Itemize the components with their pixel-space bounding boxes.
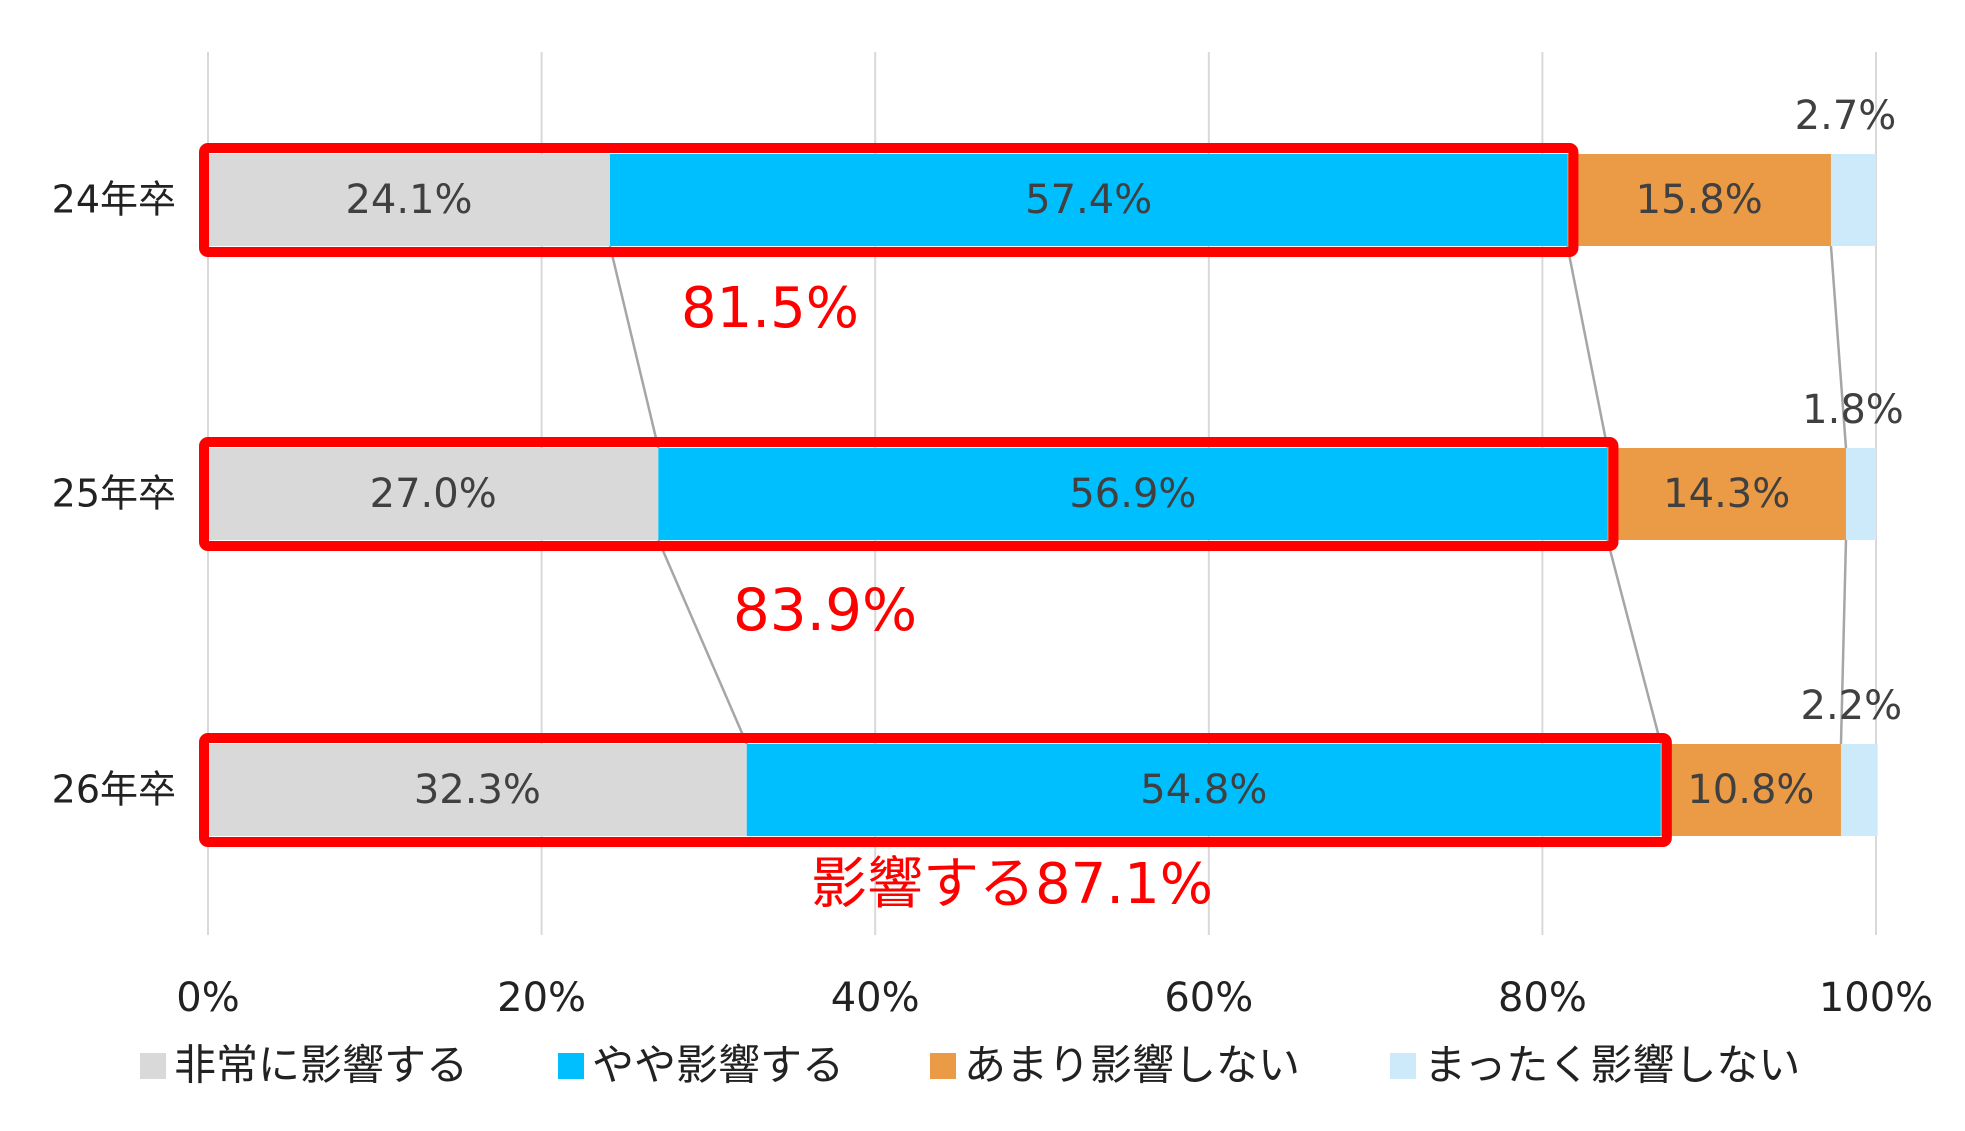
bar-segment xyxy=(208,744,747,836)
bar-segment xyxy=(1840,744,1878,836)
data-label: 32.3% xyxy=(414,767,541,813)
legend-swatch xyxy=(558,1053,584,1079)
x-tick-label: 0% xyxy=(176,975,239,1021)
x-tick-label: 100% xyxy=(1819,975,1933,1021)
series-connector-lines xyxy=(608,245,1848,745)
connector-line xyxy=(1606,539,1663,745)
bar-segment xyxy=(208,448,659,540)
legend-swatch xyxy=(930,1053,956,1079)
bar-segment xyxy=(208,154,610,246)
bars xyxy=(208,154,1878,836)
bar-segment xyxy=(746,744,1661,836)
bar-segment xyxy=(1845,448,1876,540)
bar-segment xyxy=(1660,744,1841,836)
legend-label: まったく影響しない xyxy=(1424,1041,1800,1090)
data-label: 15.8% xyxy=(1636,177,1763,223)
highlight-box xyxy=(199,733,1672,847)
highlight-total-labels: 81.5% 83.9% 影響する87.1% xyxy=(681,276,1213,917)
x-tick-label: 60% xyxy=(1164,975,1253,1021)
data-label: 2.7% xyxy=(1795,93,1897,139)
highlight-total-label: 81.5% xyxy=(681,276,859,341)
data-label: 56.9% xyxy=(1069,471,1196,517)
data-label: 1.8% xyxy=(1802,387,1904,433)
data-label: 24.1% xyxy=(345,177,472,223)
connector-line xyxy=(608,245,660,449)
highlight-total-label: 影響する87.1% xyxy=(811,852,1213,917)
legend-swatch xyxy=(140,1053,166,1079)
category-label: 25年卒 xyxy=(52,472,176,516)
bar-segment xyxy=(1607,448,1846,540)
x-tick-label: 40% xyxy=(831,975,920,1021)
data-label: 2.2% xyxy=(1801,683,1903,729)
highlight-box xyxy=(199,437,1619,551)
data-label: 57.4% xyxy=(1025,177,1152,223)
data-label: 14.3% xyxy=(1663,471,1790,517)
bar-segment xyxy=(609,154,1568,246)
bar-segment xyxy=(1830,154,1876,246)
category-labels: 24年卒 25年卒 26年卒 xyxy=(52,178,176,812)
category-label: 24年卒 xyxy=(52,178,176,222)
legend: 非常に影響する やや影響する あまり影響しない まったく影響しない xyxy=(140,1041,1800,1090)
connector-line xyxy=(1839,539,1848,745)
legend-label: 非常に影響する xyxy=(174,1041,468,1090)
connector-line xyxy=(1829,245,1848,449)
connector-line xyxy=(657,539,748,745)
data-labels: 24.1% 57.4% 15.8% 2.7% 27.0% 56.9% 14.3% 1.8% 32… xyxy=(345,93,1903,813)
data-label: 54.8% xyxy=(1140,767,1267,813)
legend-swatch xyxy=(1390,1053,1416,1079)
bar-segment xyxy=(1567,154,1831,246)
category-label: 26年卒 xyxy=(52,768,176,812)
bar-segment xyxy=(658,448,1608,540)
legend-label: あまり影響しない xyxy=(964,1041,1300,1090)
highlight-boxes xyxy=(199,143,1672,847)
data-label: 10.8% xyxy=(1687,767,1814,813)
highlight-box xyxy=(199,143,1579,257)
legend-label: やや影響する xyxy=(592,1041,844,1090)
x-axis-ticks: 0% 20% 40% 60% 80% 100% xyxy=(176,975,1933,1021)
data-label: 27.0% xyxy=(370,471,497,517)
x-tick-label: 20% xyxy=(497,975,586,1021)
highlight-total-label: 83.9% xyxy=(733,576,917,644)
connector-line xyxy=(1566,245,1609,449)
x-tick-label: 80% xyxy=(1498,975,1587,1021)
